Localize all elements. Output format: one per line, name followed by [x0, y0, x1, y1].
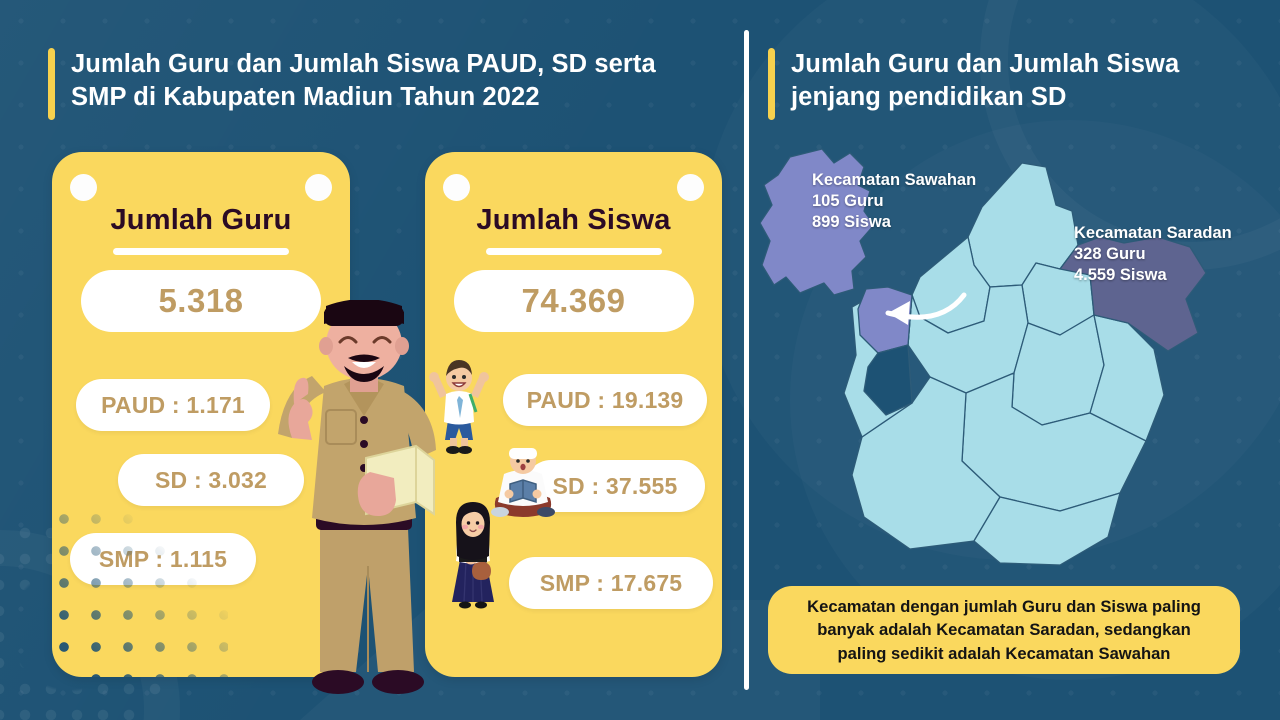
- right-panel-heading: Jumlah Guru dan Jumlah Siswa jenjang pen…: [768, 48, 1238, 120]
- card-punch-hole-left: [443, 174, 470, 201]
- student-reading-illustration: [488, 440, 558, 522]
- breakdown-label-siswa-sd: SD : 37.555: [552, 472, 678, 499]
- breakdown-label-siswa-smp: SMP : 17.675: [539, 569, 683, 596]
- card-title-underline: [113, 248, 289, 255]
- card-title-jumlah-guru: Jumlah Guru: [110, 204, 292, 236]
- total-pill-jumlah-siswa: 74.369: [453, 270, 694, 332]
- student-girl-icon: [452, 502, 494, 609]
- map-label-sawahan: Kecamatan Sawahan 105 Guru 899 Siswa: [812, 171, 977, 232]
- breakdown-label-guru-paud: PAUD : 1.171: [101, 391, 245, 418]
- map-callout-arrow: [885, 292, 967, 325]
- breakdown-label-siswa-paud: PAUD : 19.139: [526, 386, 684, 413]
- breakdown-pill-siswa-paud: PAUD : 19.139: [503, 374, 707, 426]
- map-region-inset-dark: [863, 344, 913, 416]
- panel-divider: [744, 30, 749, 690]
- map-region-south: [973, 492, 1121, 566]
- map-region-center-left: [907, 284, 1029, 394]
- teacher-icon: [278, 299, 436, 694]
- breakdown-pill-guru-sd: SD : 3.032: [118, 454, 304, 506]
- stat-card-jumlah-guru: Jumlah Guru 5.318 PAUD : 1.171 SD : 3.03…: [52, 152, 350, 677]
- breakdown-pill-siswa-sd: SD : 37.555: [525, 460, 705, 512]
- student-girl-illustration: [440, 500, 506, 612]
- teacher-illustration: [258, 299, 468, 720]
- total-pill-jumlah-guru: 5.318: [81, 270, 321, 332]
- card-dot-decoration: [52, 503, 228, 677]
- kabupaten-madiun-map: [759, 145, 1260, 575]
- right-panel-heading-text: Jumlah Guru dan Jumlah Siswa jenjang pen…: [791, 50, 1180, 112]
- card-punch-hole-left: [70, 174, 97, 201]
- heading-accent-bar: [768, 48, 775, 120]
- summary-note-text: Kecamatan dengan jumlah Guru dan Siswa p…: [807, 596, 1201, 663]
- total-value-jumlah-siswa: 74.369: [521, 282, 626, 319]
- summary-note-box: Kecamatan dengan jumlah Guru dan Siswa p…: [768, 586, 1240, 674]
- student-boy-icon: [429, 360, 489, 454]
- breakdown-pill-siswa-smp: SMP : 17.675: [509, 557, 713, 609]
- map-label-saradan: Kecamatan Saradan 328 Guru 4.559 Siswa: [1074, 224, 1232, 285]
- total-value-jumlah-guru: 5.318: [158, 282, 244, 319]
- map-svg: [759, 148, 1207, 566]
- heading-accent-bar: [48, 48, 55, 120]
- student-boy-illustration: [428, 358, 490, 454]
- card-title-underline: [485, 248, 662, 255]
- student-reading-icon: [491, 448, 555, 517]
- card-punch-hole-right: [677, 174, 704, 201]
- card-title-jumlah-siswa: Jumlah Siswa: [476, 204, 671, 236]
- card-punch-hole-right: [305, 174, 332, 201]
- left-panel-heading: Jumlah Guru dan Jumlah Siswa PAUD, SD se…: [48, 48, 708, 120]
- left-panel-heading-text: Jumlah Guru dan Jumlah Siswa PAUD, SD se…: [71, 50, 656, 112]
- map-region-sawahan-outer: [759, 148, 875, 296]
- breakdown-label-guru-sd: SD : 3.032: [155, 466, 267, 493]
- map-region-saradan: [1059, 236, 1207, 352]
- map-region-east: [1089, 314, 1165, 442]
- breakdown-pill-guru-paud: PAUD : 1.171: [76, 379, 270, 431]
